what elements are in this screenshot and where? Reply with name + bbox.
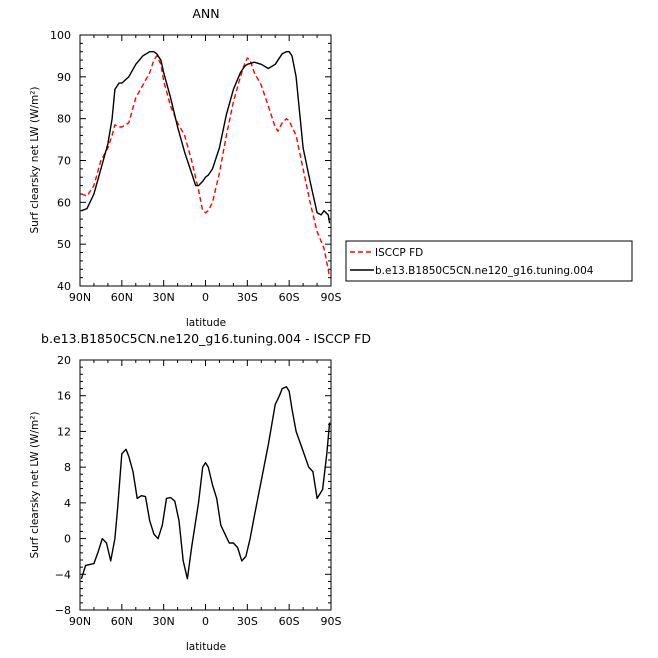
top-y-tick-label: 90 [57,71,71,84]
bottom-y-tick-label: 8 [64,461,71,474]
top-plot-frame [79,34,332,287]
top-x-tick-label: 90N [69,291,91,304]
bottom-y-axis-label: Surf clearsky net LW (W/m²) [29,411,41,558]
model-series-line [81,51,331,224]
top-y-tick-label: 100 [50,29,71,42]
top-legend: ISCCP FD b.e13.B1850C5CN.ne120_g16.tunin… [345,240,633,282]
legend-label-model: b.e13.B1850C5CN.ne120_g16.tuning.004 [375,265,594,277]
top-y-tick-label: 80 [57,113,71,126]
top-x-tick-label: 90S [321,291,342,304]
bottom-x-tick-label: 30N [153,615,175,628]
bottom-y-tick-label: −8 [55,604,71,617]
bottom-plot-area: 90N 60N 30N 0 30S 60S 90S −8 −4 0 4 8 12 16 20 [55,354,342,628]
top-x-tick-label: 30S [237,291,258,304]
top-y-tick-label: 60 [57,196,71,209]
bottom-y-tick-label: 20 [57,354,71,367]
bottom-y-tick-label: −4 [55,568,71,581]
top-y-tick-label: 50 [57,238,71,251]
top-x-tick-label: 0 [202,291,209,304]
top-y-tick-label: 70 [57,155,71,168]
top-chart-title: ANN [192,6,219,21]
top-y-tick-label: 40 [57,280,71,293]
top-x-axis-label: latitude [186,317,226,329]
legend-label-obs: ISCCP FD [375,247,423,259]
top-panel: ANN 90N 60N 30N 0 30S 60S 90S 40 50 60 70 80 90 100 l… [29,6,633,329]
bottom-y-tick-label: 12 [57,425,71,438]
bottom-x-tick-label: 90N [69,615,91,628]
bottom-y-tick-label: 16 [57,390,71,403]
isccp-fd-series-line [81,55,331,278]
bottom-x-tick-label: 30S [237,615,258,628]
bottom-y-tick-label: 4 [64,497,71,510]
top-x-tick-label: 60S [279,291,300,304]
bottom-plot-frame [79,359,332,611]
top-x-tick-label: 60N [111,291,133,304]
bottom-chart-title: b.e13.B1850C5CN.ne120_g16.tuning.004 - I… [41,331,371,346]
top-y-axis-label: Surf clearsky net LW (W/m²) [29,86,41,233]
bottom-x-tick-label: 0 [202,615,209,628]
bottom-panel: b.e13.B1850C5CN.ne120_g16.tuning.004 - I… [29,331,371,653]
bottom-x-axis-label: latitude [186,641,226,653]
bottom-x-tick-label: 60N [111,615,133,628]
top-x-tick-label: 30N [153,291,175,304]
difference-series-line [80,386,331,580]
legend-box [345,240,633,282]
top-plot-area: 90N 60N 30N 0 30S 60S 90S 40 50 60 70 80 90 100 [50,29,342,304]
bottom-x-tick-label: 60S [279,615,300,628]
bottom-y-tick-label: 0 [64,533,71,546]
bottom-x-tick-label: 90S [321,615,342,628]
